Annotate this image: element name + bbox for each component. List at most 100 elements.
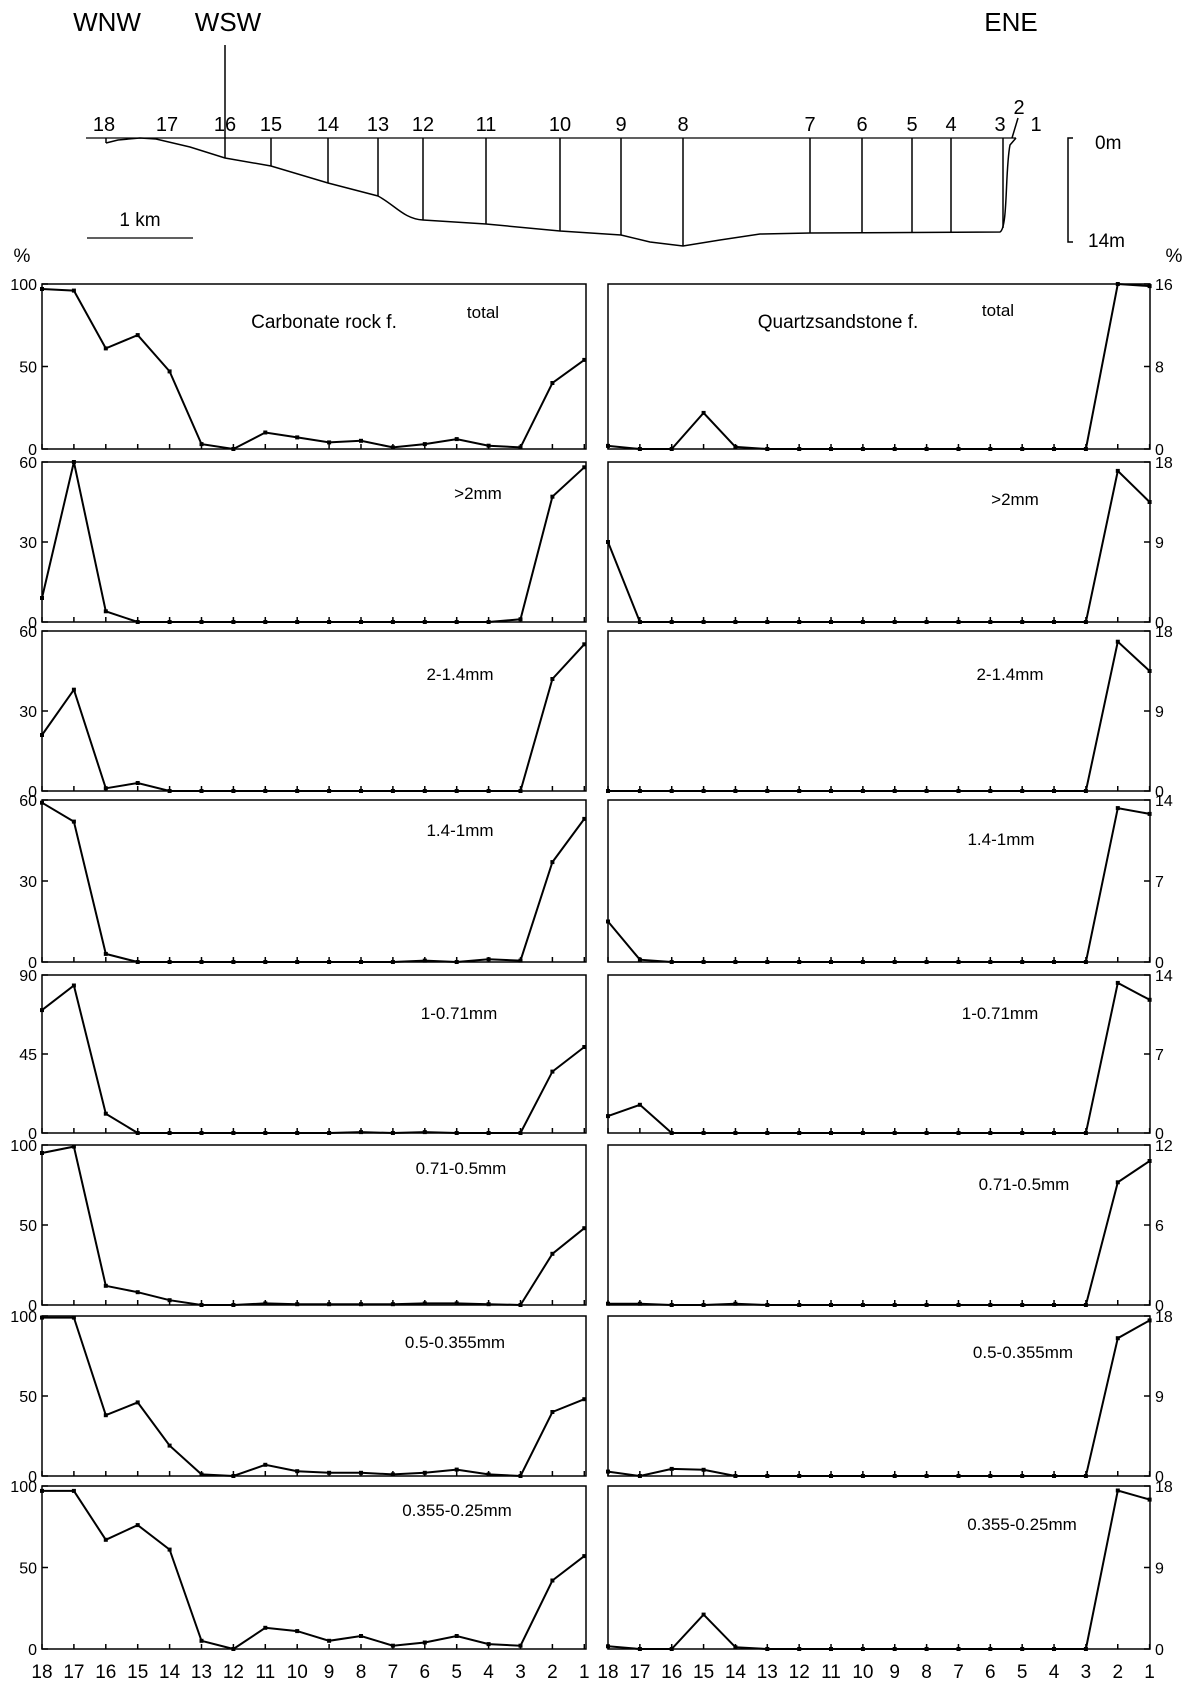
chart-right-1-4-1mm-y-tick-label: 14 <box>1155 793 1173 810</box>
chart-right-0-355-0-25mm-frame <box>607 1485 1151 1650</box>
chart-right-0-5-0-355mm-frame <box>607 1315 1151 1477</box>
chart-right-1-0-71mm-y-tick-label: 14 <box>1155 968 1173 985</box>
chart-right-total-point <box>701 410 706 415</box>
chart-left-0-71-0-5mm-point <box>199 1303 204 1307</box>
chart-right-0-355-0-25mm-point <box>797 1647 802 1651</box>
chart-right-0-5-0-355mm-point <box>956 1474 961 1478</box>
chart-left-0-71-0-5mm-point <box>40 1151 44 1155</box>
chart-left-1-4-1mm-y-tick-label: 0 <box>28 955 37 972</box>
chart-right-0-355-0-25mm-series-line <box>607 1489 1150 1650</box>
chart-right-0-71-0-5mm-point <box>797 1303 802 1307</box>
chart-right-2-1-4mm: 0 9 18 2-1.4mm <box>606 624 1173 801</box>
chart-right-total-frame <box>607 283 1151 450</box>
chart-left-1-4-1mm-label: 1.4-1mm <box>426 821 493 840</box>
chart-right-0-71-0-5mm-y-tick-label: 6 <box>1155 1218 1164 1235</box>
chart-left-1-0-71mm-y-tick-label: 90 <box>19 968 37 985</box>
chart-right-0-355-0-25mm-point <box>606 1644 610 1649</box>
chart-right-1-4-1mm-point <box>860 960 865 964</box>
chart-right-total-point <box>1020 447 1025 451</box>
left-x-label-1: 1 <box>579 1662 590 1683</box>
chart-right-0-71-0-5mm: 0 6 12 0.71-0.5mm <box>606 1138 1173 1315</box>
chart-left-0-355-0-25mm-point <box>422 1640 427 1645</box>
chart-right-2mm-point <box>860 620 865 624</box>
chart-right-1-4-1mm-point <box>669 960 674 964</box>
chart-left-2mm-point <box>135 620 140 624</box>
chart-left-0-71-0-5mm-point <box>390 1302 395 1307</box>
chart-right-1-4-1mm-point <box>956 960 961 964</box>
chart-left-1-0-71mm-point <box>199 1131 204 1135</box>
chart-right-2mm-y-tick-label: 9 <box>1155 535 1164 552</box>
chart-right-0-71-0-5mm-point <box>669 1303 674 1307</box>
chart-right-1-0-71mm-point <box>1083 1131 1088 1135</box>
left-x-label-18: 18 <box>31 1662 52 1683</box>
chart-right-1-4-1mm-point <box>829 960 833 964</box>
station-label-1: 1 <box>1030 114 1041 136</box>
chart-left-total-label: total <box>467 303 499 322</box>
left-x-label-6: 6 <box>420 1662 431 1683</box>
chart-right-0-5-0-355mm-point <box>829 1474 833 1478</box>
left-x-label-17: 17 <box>63 1662 84 1683</box>
seafloor-profile <box>105 137 1017 247</box>
chart-right-1-4-1mm-point <box>924 960 929 964</box>
chart-left-2mm-point <box>359 620 363 624</box>
chart-right-1-0-71mm-point <box>892 1131 897 1135</box>
right-x-label-1: 1 <box>1144 1662 1155 1683</box>
chart-left-1-0-71mm-point <box>550 1069 555 1074</box>
chart-left-0-71-0-5mm-point <box>167 1298 172 1303</box>
chart-left-0-5-0-355mm-y-tick-label: 0 <box>28 1469 37 1486</box>
chart-left-2mm-point <box>582 465 587 470</box>
chart-left-1-0-71mm-point <box>263 1131 268 1135</box>
chart-left-2mm-point <box>199 620 204 624</box>
chart-left-1-4-1mm-point <box>231 960 236 964</box>
chart-left-1-0-71mm-point <box>295 1131 300 1135</box>
chart-left-0-5-0-355mm-point <box>359 1470 363 1475</box>
chart-left-1-4-1mm-point <box>582 816 587 821</box>
chart-right-1-0-71mm-point <box>860 1131 865 1135</box>
chart-left-total-point <box>582 357 587 362</box>
chart-left-total-y-tick-label: 0 <box>28 442 37 459</box>
chart-right-0-5-0-355mm-point <box>1052 1474 1056 1478</box>
chart-right-1-0-71mm-point <box>1147 997 1152 1002</box>
chart-left-0-5-0-355mm-point <box>486 1472 491 1477</box>
right-x-label-15: 15 <box>693 1662 714 1683</box>
right-x-label-16: 16 <box>661 1662 682 1683</box>
right-x-label-8: 8 <box>921 1662 932 1683</box>
chart-left-2-1-4mm-point <box>518 789 523 793</box>
chart-right-total-point <box>765 447 770 451</box>
chart-left-1-4-1mm-point <box>359 960 363 964</box>
chart-left-1-0-71mm-point <box>390 1131 395 1135</box>
chart-left-2-1-4mm: 0 30 60 2-1.4mm <box>19 624 587 801</box>
chart-left-1-4-1mm-point <box>550 860 555 865</box>
chart-left-0-5-0-355mm-point <box>518 1474 523 1478</box>
right-x-label-7: 7 <box>953 1662 964 1683</box>
chart-left-0-5-0-355mm-point <box>103 1413 108 1418</box>
station-label-8: 8 <box>677 114 688 136</box>
chart-left-0-71-0-5mm-point <box>295 1302 300 1307</box>
station-label-6: 6 <box>856 114 867 136</box>
chart-left-0-71-0-5mm-point <box>422 1301 427 1306</box>
chart-left-0-71-0-5mm: 0 50 100 0.71-0.5mm <box>10 1138 587 1315</box>
chart-left-0-71-0-5mm-point <box>359 1302 363 1307</box>
chart-left-0-355-0-25mm-label: 0.355-0.25mm <box>402 1501 512 1520</box>
chart-right-2-1-4mm-frame <box>607 630 1151 792</box>
chart-left-1-0-71mm-y-tick-label: 0 <box>28 1126 37 1143</box>
chart-left-total-point <box>135 333 140 338</box>
right-x-label-18: 18 <box>597 1662 618 1683</box>
left-x-label-16: 16 <box>95 1662 116 1683</box>
chart-left-2-1-4mm-point <box>422 789 427 793</box>
chart-right-1-4-1mm-point <box>637 957 642 962</box>
chart-left-total-point <box>71 288 76 293</box>
chart-left-1-0-71mm-point <box>167 1131 172 1135</box>
chart-left-1-4-1mm-point <box>295 960 300 964</box>
chart-right-0-355-0-25mm-point <box>701 1612 706 1617</box>
chart-left-2mm-point <box>167 620 172 624</box>
station-labels: 18 17 16 15 14 13 12 11 10 9 8 7 6 5 4 3… <box>93 97 1042 136</box>
left-x-label-13: 13 <box>191 1662 212 1683</box>
station-label-3: 3 <box>994 114 1005 136</box>
chart-right-1-4-1mm-point <box>1147 811 1152 816</box>
depth-scale-bar <box>1067 137 1073 243</box>
chart-right-2-1-4mm-point <box>829 789 833 793</box>
chart-left-total-point <box>518 445 523 450</box>
left-x-label-8: 8 <box>356 1662 367 1683</box>
chart-right-0-71-0-5mm-point <box>892 1303 897 1307</box>
